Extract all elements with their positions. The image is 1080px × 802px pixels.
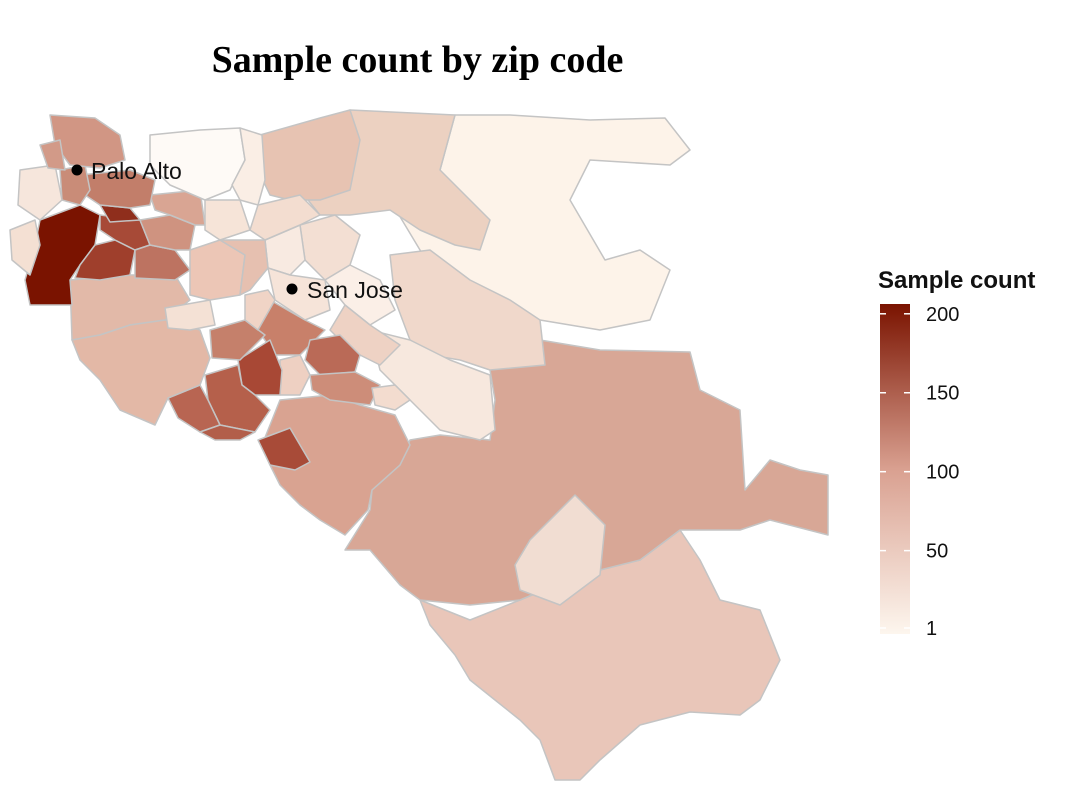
zip-region-pa-light-2[interactable] [9, 219, 41, 276]
zip-region-north-white-2[interactable] [231, 127, 266, 206]
zip-region-east-mid-2[interactable] [309, 371, 381, 406]
san-jose-label: San Jose [307, 277, 403, 303]
legend-tick-label: 200 [926, 304, 959, 326]
zip-region-sj-west[interactable] [244, 289, 276, 331]
zip-region-south-dark-4[interactable] [199, 424, 256, 441]
zip-region-pa-mid-4[interactable] [79, 169, 156, 209]
zip-region-south-dark-5[interactable] [257, 427, 311, 471]
zip-region-small-1[interactable] [371, 384, 411, 411]
legend-color-bar [880, 304, 910, 634]
palo-alto-dot [71, 164, 83, 176]
legend-tick-label: 150 [926, 383, 959, 405]
zip-regions [9, 109, 829, 781]
map-title: Sample count by zip code [211, 39, 624, 81]
city-marker-palo-alto: Palo Alto [71, 158, 182, 184]
legend-ticks: 200 150 100 50 1 [880, 304, 959, 640]
zip-region-west-small[interactable] [164, 299, 216, 331]
zip-region-north-4[interactable] [249, 194, 321, 241]
zip-region-north-white[interactable] [149, 127, 246, 201]
zip-region-southwest-mid[interactable] [209, 319, 266, 361]
city-marker-san-jose: San Jose [286, 277, 403, 303]
zip-region-northwest[interactable] [257, 109, 361, 201]
palo-alto-label: Palo Alto [91, 158, 182, 184]
legend-tick-label: 1 [926, 618, 937, 640]
legend-tick-label: 100 [926, 462, 959, 484]
legend-tick-label: 50 [926, 541, 948, 563]
zip-region-south-central[interactable] [261, 394, 411, 536]
zip-region-pa-top-2[interactable] [39, 139, 66, 171]
zip-region-light-se[interactable] [514, 494, 606, 606]
zip-region-east-center[interactable] [389, 249, 546, 371]
zip-region-pa-light-1[interactable] [17, 164, 63, 221]
zip-region-north-3[interactable] [204, 199, 251, 241]
zip-region-pa-dark-1[interactable] [74, 239, 136, 281]
legend-title: Sample count [878, 267, 1035, 294]
zip-region-west-south[interactable] [71, 319, 211, 426]
san-jose-dot [286, 283, 298, 295]
zip-region-central-3[interactable] [329, 304, 401, 366]
